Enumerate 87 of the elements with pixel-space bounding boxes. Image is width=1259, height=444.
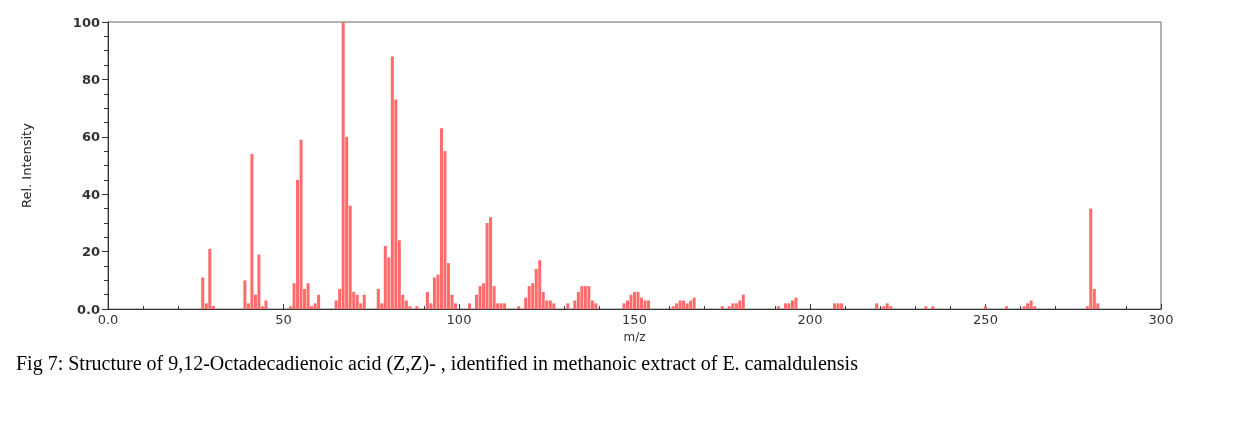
bar xyxy=(622,303,626,310)
bar xyxy=(243,280,247,310)
bar xyxy=(341,22,345,310)
bar xyxy=(583,286,587,310)
y-axis-title: Rel. Intensity xyxy=(19,122,34,208)
bar xyxy=(566,303,570,310)
bar xyxy=(931,306,935,310)
bar xyxy=(538,260,542,310)
bar xyxy=(552,303,556,310)
bar xyxy=(468,303,472,310)
bar xyxy=(741,294,745,310)
bar xyxy=(776,306,780,310)
x-tick-label: 50 xyxy=(275,312,292,328)
bar xyxy=(587,286,591,310)
bar xyxy=(306,283,310,310)
bar xyxy=(636,291,640,310)
bar xyxy=(889,306,893,310)
bar xyxy=(439,128,443,310)
bar xyxy=(432,277,436,310)
bar xyxy=(1029,300,1033,310)
y-tick-label: 60 xyxy=(81,129,100,145)
bar xyxy=(503,303,507,310)
bar xyxy=(787,303,791,310)
y-tick-label: 100 xyxy=(72,14,100,30)
y-tick-label: 0.0 xyxy=(76,301,100,317)
bar xyxy=(548,300,552,310)
bar xyxy=(362,294,366,310)
bar xyxy=(790,300,794,310)
bar xyxy=(633,291,636,310)
x-tick-label: 0.0 xyxy=(97,312,119,328)
bar xyxy=(517,306,521,310)
bar xyxy=(299,139,303,310)
bar xyxy=(833,303,837,310)
bar xyxy=(594,303,598,310)
bar xyxy=(783,303,787,310)
bar xyxy=(629,294,633,310)
bar xyxy=(415,306,419,310)
bar xyxy=(875,303,879,310)
bar xyxy=(317,294,321,310)
bar xyxy=(383,245,387,310)
bar xyxy=(1089,208,1093,310)
bar xyxy=(671,306,675,310)
bar xyxy=(580,286,584,310)
bar xyxy=(647,300,651,310)
bar xyxy=(734,303,738,310)
bar xyxy=(489,217,493,310)
x-tick-label: 250 xyxy=(973,312,998,328)
bar xyxy=(499,303,503,310)
x-tick-label: 200 xyxy=(797,312,823,328)
bar xyxy=(692,297,696,310)
bar xyxy=(675,303,679,310)
bar xyxy=(678,300,682,310)
x-tick-label: 150 xyxy=(622,312,647,328)
bar xyxy=(390,56,394,310)
bar xyxy=(720,306,724,310)
x-axis-title: m/z xyxy=(623,330,646,344)
bar xyxy=(425,291,429,310)
bar xyxy=(355,294,359,310)
bar xyxy=(731,303,735,310)
bar xyxy=(727,306,731,310)
bar xyxy=(208,248,212,310)
bar xyxy=(478,286,482,310)
bar xyxy=(527,286,531,310)
bar xyxy=(836,303,840,310)
bar xyxy=(794,297,798,310)
bar xyxy=(376,289,380,310)
bar xyxy=(1005,306,1009,310)
bar xyxy=(682,300,686,310)
bar xyxy=(257,254,261,310)
bar xyxy=(689,300,693,310)
y-tick-label: 80 xyxy=(81,71,100,87)
bar xyxy=(924,306,928,310)
bar xyxy=(201,277,205,310)
bar xyxy=(840,303,844,310)
caption: Fig 7: Structure of 9,12-Octadecadienoic acid (Z,Z)- , identified in methanoic extract of E. camaldulensis xyxy=(15,351,859,377)
bar xyxy=(264,300,268,310)
bar xyxy=(1022,306,1026,310)
bar xyxy=(885,303,889,310)
bar xyxy=(643,300,647,310)
bar xyxy=(1026,303,1030,310)
x-tick-label: 300 xyxy=(1148,312,1174,328)
bar xyxy=(882,306,886,310)
bar xyxy=(250,154,254,310)
bar xyxy=(685,303,689,310)
x-tick-label: 100 xyxy=(446,312,472,328)
y-tick-label: 40 xyxy=(81,186,100,202)
y-tick-label: 20 xyxy=(81,244,100,260)
